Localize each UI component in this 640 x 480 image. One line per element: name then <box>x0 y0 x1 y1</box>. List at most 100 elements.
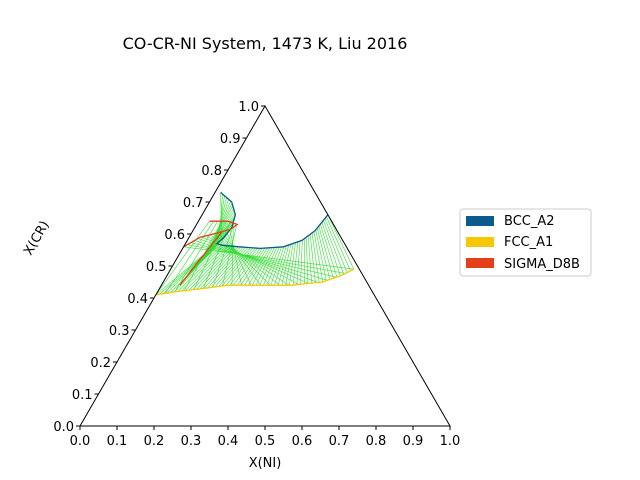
y-tick-label: 0.6 <box>164 228 185 243</box>
phase-boundaries <box>155 191 355 296</box>
tie-line <box>155 221 210 295</box>
tie-line <box>165 221 214 294</box>
tie-line <box>236 248 263 286</box>
tie-line <box>292 241 299 286</box>
x-tick-label: 0.4 <box>218 434 239 449</box>
tie-line <box>209 234 290 286</box>
x-tick-label: 0.1 <box>107 434 128 449</box>
y-tick-label: 0.0 <box>53 420 74 435</box>
legend-label-sigma: SIGMA_D8B <box>504 257 580 272</box>
tie-line <box>207 246 244 289</box>
tie-line <box>222 224 237 287</box>
y-tick-label: 0.2 <box>90 356 111 371</box>
y-tick-label: 0.1 <box>72 388 93 403</box>
y-axis-ticks: 0.0 0.1 0.2 0.3 0.4 0.5 0.6 0.7 0.8 0.9 1.0 <box>53 100 265 435</box>
tie-line <box>263 246 280 286</box>
y-tick-label: 0.4 <box>127 292 148 307</box>
x-tick-label: 0.3 <box>181 434 202 449</box>
y-tick-label: 0.3 <box>109 324 130 339</box>
tie-line <box>196 246 237 290</box>
tie-line <box>296 241 301 285</box>
legend-swatch-sigma <box>466 258 494 268</box>
tie-line <box>233 248 261 286</box>
tie-line <box>255 247 275 286</box>
tie-line <box>244 247 268 286</box>
tie-line <box>316 227 331 280</box>
tie-line <box>174 221 219 292</box>
tie-line <box>320 224 338 278</box>
tie-line <box>285 243 294 286</box>
tie-line <box>300 240 303 285</box>
tie-line <box>311 232 320 283</box>
x-tick-label: 0.2 <box>144 434 165 449</box>
tie-line <box>240 247 266 286</box>
tie-line <box>327 214 355 270</box>
tie-line <box>259 247 278 286</box>
tie-line <box>155 238 223 296</box>
legend-swatch-bcc <box>466 216 494 226</box>
legend-label-fcc: FCC_A1 <box>504 235 553 250</box>
chart-title: CO-CR-NI System, 1473 K, Liu 2016 <box>123 34 408 53</box>
tie-line <box>318 225 334 279</box>
x-tick-label: 0.0 <box>70 434 91 449</box>
tie-line <box>289 242 296 286</box>
tie-line <box>166 243 218 294</box>
x-tick-label: 0.5 <box>255 434 276 449</box>
x-axis-ticks: 0.0 0.1 0.2 0.3 0.4 0.5 0.6 0.7 0.8 0.9 1.0 <box>70 426 461 449</box>
tie-line <box>181 245 227 292</box>
tie-line <box>170 244 220 293</box>
legend-swatch-fcc <box>466 237 494 247</box>
tie-line <box>222 247 254 287</box>
tie-line <box>321 222 341 276</box>
tie-line <box>270 246 285 286</box>
x-tick-label: 0.9 <box>403 434 424 449</box>
x-tick-label: 0.7 <box>329 434 350 449</box>
y-tick-label: 0.7 <box>183 196 204 211</box>
tie-line <box>185 245 229 291</box>
y-tick-label: 1.0 <box>238 100 259 115</box>
ternary-triangle <box>79 105 451 427</box>
tie-line <box>307 235 312 284</box>
tie-line <box>274 245 287 286</box>
tie-line <box>251 247 273 286</box>
tie-line <box>323 220 345 275</box>
fcc-a1-boundary <box>155 268 355 296</box>
tie-line <box>213 233 281 286</box>
y-axis-label: X(CR) <box>21 218 53 258</box>
tie-line <box>248 247 270 286</box>
sigma-d8b-boundary <box>183 220 239 248</box>
tie-line <box>203 246 241 289</box>
tie-line <box>192 246 234 290</box>
y-tick-label: 0.9 <box>220 132 241 147</box>
tie-line <box>229 248 258 286</box>
x-tick-label: 1.0 <box>440 434 461 449</box>
tie-line <box>277 244 289 286</box>
y-tick-label: 0.5 <box>146 260 167 275</box>
tie-line <box>205 235 300 285</box>
tie-line <box>218 247 251 287</box>
tie-line <box>305 237 309 284</box>
tie-line <box>309 234 316 283</box>
tie-line <box>174 244 222 293</box>
legend-label-bcc: BCC_A2 <box>504 214 555 229</box>
tie-line <box>183 246 354 270</box>
sigma-d8b-boundary <box>179 231 223 286</box>
y-tick-label: 0.8 <box>201 164 222 179</box>
tie-line <box>188 245 232 291</box>
legend: BCC_A2 FCC_A1 SIGMA_D8B <box>459 208 592 277</box>
tie-line <box>199 246 239 290</box>
bcc-a2-boundary <box>215 191 329 250</box>
tie-line <box>214 247 249 288</box>
tie-line <box>211 247 246 288</box>
tie-line <box>326 216 351 271</box>
tie-line <box>266 246 283 286</box>
tie-line <box>315 229 327 281</box>
tie-line <box>225 247 256 286</box>
tie-line <box>177 245 225 292</box>
tie-line <box>313 231 324 282</box>
tie-line <box>229 229 242 286</box>
x-tick-label: 0.6 <box>292 434 313 449</box>
x-tick-label: 0.8 <box>366 434 387 449</box>
tie-line <box>281 244 292 286</box>
